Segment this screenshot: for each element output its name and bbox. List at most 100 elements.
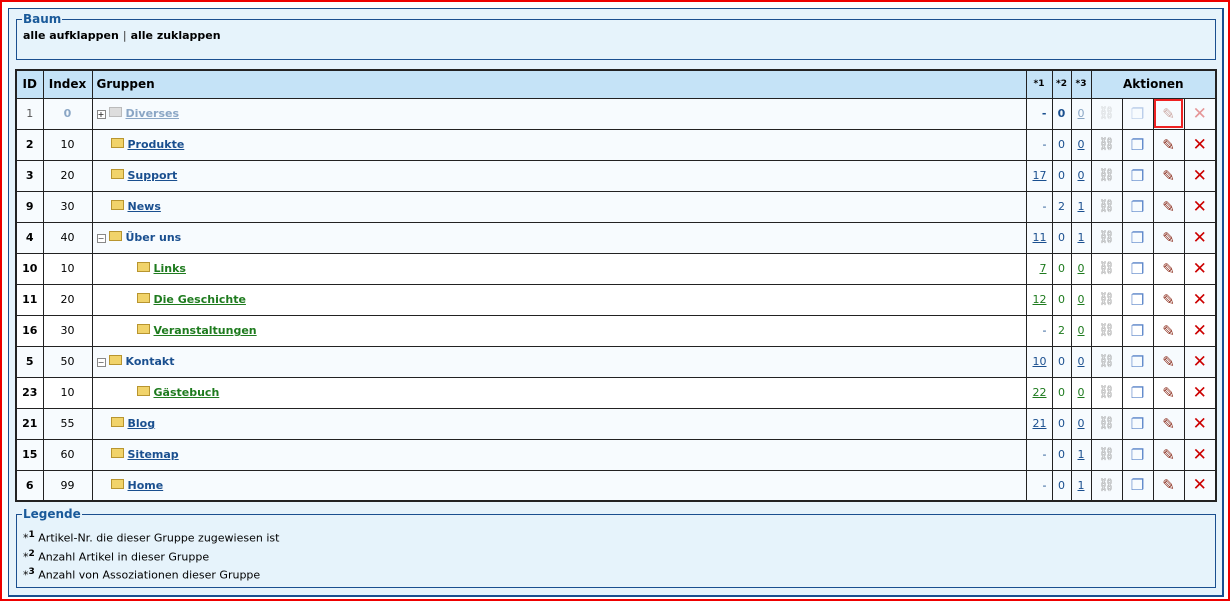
group-link[interactable]: Blog [127, 417, 156, 430]
association-link[interactable]: 0 [1077, 293, 1085, 306]
link-icon[interactable]: ⛓ [1098, 199, 1115, 214]
article-nr-link[interactable]: 10 [1032, 355, 1047, 368]
association-link[interactable]: 0 [1077, 386, 1085, 399]
copy-icon[interactable]: ❐ [1130, 104, 1145, 123]
copy-icon[interactable]: ❐ [1130, 383, 1145, 402]
association-link[interactable]: 0 [1077, 138, 1085, 151]
edit-pencil-icon[interactable]: ✎ [1162, 228, 1175, 247]
edit-pencil-icon[interactable]: ✎ [1162, 383, 1175, 402]
association-link[interactable]: 0 [1077, 324, 1085, 337]
link-icon[interactable]: ⛓ [1098, 354, 1115, 369]
article-nr-link[interactable]: 17 [1032, 169, 1047, 182]
group-link[interactable]: Produkte [127, 138, 185, 151]
group-link[interactable]: Veranstaltungen [153, 324, 257, 337]
link-icon[interactable]: ⛓ [1098, 447, 1115, 462]
association-link[interactable]: 1 [1077, 200, 1085, 213]
association-link[interactable]: 0 [1077, 107, 1085, 120]
edit-pencil-icon[interactable]: ✎ [1162, 259, 1175, 278]
edit-pencil-icon[interactable]: ✎ [1162, 135, 1175, 154]
edit-pencil-icon[interactable]: ✎ [1162, 476, 1175, 495]
group-name[interactable]: Kontakt [125, 355, 175, 368]
copy-icon[interactable]: ❐ [1130, 259, 1145, 278]
delete-x-icon[interactable]: ✕ [1192, 227, 1207, 248]
toggle-icon[interactable]: − [96, 357, 106, 367]
association-link[interactable]: 0 [1077, 417, 1085, 430]
article-nr-link[interactable]: 22 [1032, 386, 1047, 399]
link-icon[interactable]: ⛓ [1098, 292, 1115, 307]
copy-icon[interactable]: ❐ [1130, 445, 1145, 464]
delete-x-icon[interactable]: ✕ [1192, 134, 1207, 155]
association-link[interactable]: 1 [1077, 478, 1085, 492]
copy-icon[interactable]: ❐ [1130, 228, 1145, 247]
article-nr-link[interactable]: 12 [1032, 293, 1047, 306]
cell-delete: ✕ [1183, 252, 1217, 285]
association-link[interactable]: 1 [1077, 231, 1085, 244]
header-c2: *2 [1051, 69, 1072, 99]
group-link[interactable]: Gästebuch [153, 386, 220, 399]
table-row: 21 55 Blog 21 0 0 ⛓ ❐ ✎ ✕ [15, 407, 1217, 440]
link-icon[interactable]: ⛓ [1098, 416, 1115, 431]
association-link[interactable]: 0 [1077, 262, 1085, 275]
copy-icon[interactable]: ❐ [1130, 135, 1145, 154]
cell-group: Sitemap [91, 438, 1027, 471]
association-link[interactable]: 0 [1077, 355, 1085, 368]
copy-icon[interactable]: ❐ [1130, 476, 1145, 495]
copy-icon[interactable]: ❐ [1130, 321, 1145, 340]
header-groups[interactable]: Gruppen [91, 69, 1027, 99]
link-icon[interactable]: ⛓ [1098, 261, 1115, 276]
delete-x-icon[interactable]: ✕ [1192, 413, 1207, 434]
delete-x-icon[interactable]: ✕ [1192, 444, 1207, 465]
delete-x-icon[interactable]: ✕ [1192, 475, 1207, 496]
delete-x-icon[interactable]: ✕ [1192, 289, 1207, 310]
cell-edit: ✎ [1152, 438, 1185, 471]
delete-x-icon[interactable]: ✕ [1192, 351, 1207, 372]
copy-icon[interactable]: ❐ [1130, 197, 1145, 216]
delete-x-icon[interactable]: ✕ [1192, 165, 1207, 186]
group-link[interactable]: Die Geschichte [153, 293, 246, 306]
article-nr-link[interactable]: 21 [1032, 417, 1047, 430]
edit-pencil-icon[interactable]: ✎ [1162, 445, 1175, 464]
association-link[interactable]: 1 [1077, 448, 1085, 461]
edit-pencil-icon[interactable]: ✎ [1162, 166, 1175, 185]
toggle-icon[interactable]: + [96, 109, 106, 119]
delete-x-icon[interactable]: ✕ [1192, 258, 1207, 279]
link-icon[interactable]: ⛓ [1098, 385, 1115, 400]
copy-icon[interactable]: ❐ [1130, 166, 1145, 185]
edit-pencil-icon[interactable]: ✎ [1162, 321, 1175, 340]
article-nr-link[interactable]: 7 [1039, 262, 1047, 275]
link-icon[interactable]: ⛓ [1098, 323, 1115, 338]
toggle-icon[interactable]: − [96, 233, 106, 243]
delete-x-icon[interactable]: ✕ [1192, 382, 1207, 403]
edit-pencil-icon[interactable]: ✎ [1162, 352, 1175, 371]
edit-pencil-icon[interactable]: ✎ [1162, 414, 1175, 433]
edit-pencil-icon[interactable]: ✎ [1162, 290, 1175, 309]
link-icon[interactable]: ⛓ [1098, 230, 1115, 245]
link-icon[interactable]: ⛓ [1098, 477, 1115, 493]
group-link[interactable]: Sitemap [127, 448, 179, 461]
header-index[interactable]: Index [42, 69, 93, 99]
group-link[interactable]: Home [127, 478, 164, 492]
delete-x-icon[interactable]: ✕ [1192, 103, 1207, 124]
group-link[interactable]: Support [127, 169, 178, 182]
copy-icon[interactable]: ❐ [1130, 352, 1145, 371]
group-link[interactable]: News [127, 200, 161, 213]
article-nr-link[interactable]: 11 [1032, 231, 1047, 244]
association-link[interactable]: 0 [1077, 169, 1085, 182]
expand-all-link[interactable]: alle aufklappen [23, 29, 119, 42]
link-icon[interactable]: ⛓ [1098, 137, 1115, 152]
copy-icon[interactable]: ❐ [1130, 290, 1145, 309]
edit-pencil-icon[interactable]: ✎ [1162, 197, 1175, 216]
edit-pencil-icon[interactable]: ✎ [1162, 104, 1175, 123]
link-icon[interactable]: ⛓ [1098, 106, 1115, 121]
group-link[interactable]: Links [153, 262, 186, 275]
link-icon[interactable]: ⛓ [1098, 168, 1115, 183]
collapse-all-link[interactable]: alle zuklappen [130, 29, 221, 42]
delete-x-icon[interactable]: ✕ [1192, 196, 1207, 217]
copy-icon[interactable]: ❐ [1130, 414, 1145, 433]
group-name[interactable]: Über uns [125, 231, 182, 244]
header-c3: *3 [1070, 69, 1092, 99]
cell-link: ⛓ [1090, 345, 1123, 378]
group-link[interactable]: Diverses [125, 107, 180, 120]
delete-x-icon[interactable]: ✕ [1192, 320, 1207, 341]
header-id[interactable]: ID [15, 69, 44, 99]
